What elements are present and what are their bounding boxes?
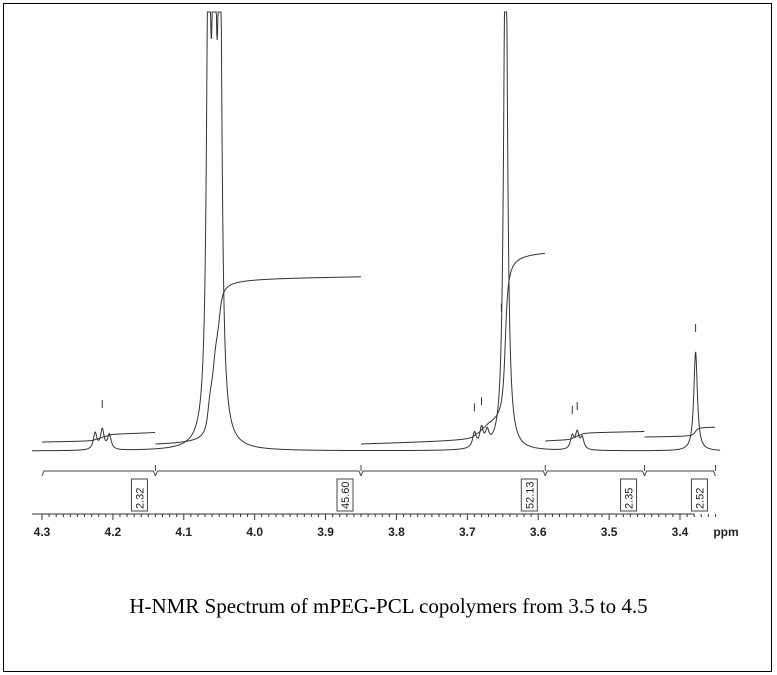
integral-bracket <box>644 470 716 477</box>
tick-label: 4.0 <box>246 525 263 539</box>
integral-bracket <box>360 470 546 477</box>
integral-bracket <box>544 470 646 477</box>
integral-value-label: 52.13 <box>524 481 536 509</box>
integral-label-box <box>620 478 638 512</box>
spectrum-trace-group <box>32 11 721 452</box>
figure-caption: H-NMR Spectrum of mPEG-PCL copolymers fr… <box>129 594 648 618</box>
tick-label: 3.4 <box>672 525 689 539</box>
integral-value-label: 2.35 <box>624 488 636 509</box>
tick-label: 3.7 <box>459 525 476 539</box>
spectrum-trace <box>32 11 721 452</box>
integral-bracket <box>41 470 156 477</box>
integral-curve <box>41 431 156 443</box>
nmr-spectrum-chart: 2.32 45.60 52.13 2.35 2.52 4.3 4.2 4.1 4.0 3.9 3.… <box>32 11 739 539</box>
tick-label: 4.1 <box>175 525 192 539</box>
integral-curve <box>644 426 716 438</box>
tick-label: 3.6 <box>530 525 547 539</box>
tick-label: 4.3 <box>34 525 51 539</box>
x-axis-unit-label: ppm <box>713 525 738 539</box>
integral-curves <box>41 252 716 445</box>
peak-markers <box>101 303 697 415</box>
integral-region-bar: 2.32 45.60 52.13 2.35 2.52 <box>41 465 716 512</box>
tick-label: 3.9 <box>317 525 334 539</box>
integral-curve <box>360 252 546 445</box>
integral-label-box <box>130 478 148 512</box>
tick-label: 3.8 <box>388 525 405 539</box>
integral-label-box <box>520 478 538 512</box>
integral-value-label: 45.60 <box>340 481 352 509</box>
ppm-axis: 4.3 4.2 4.1 4.0 3.9 3.8 3.7 3.6 3.5 3.4 ppm <box>32 513 739 539</box>
integral-value-label: 2.52 <box>694 488 706 509</box>
tick-label: 3.5 <box>601 525 618 539</box>
figure-frame: 2.32 45.60 52.13 2.35 2.52 4.3 4.2 4.1 4.0 3.9 3.… <box>3 3 772 672</box>
integral-value-label: 2.32 <box>134 488 146 509</box>
integral-bracket <box>154 470 362 477</box>
integral-curve <box>155 276 361 445</box>
tick-label: 4.2 <box>105 525 122 539</box>
integral-curve <box>545 431 645 442</box>
integral-label-box <box>690 478 708 512</box>
integral-label-box <box>336 478 354 512</box>
